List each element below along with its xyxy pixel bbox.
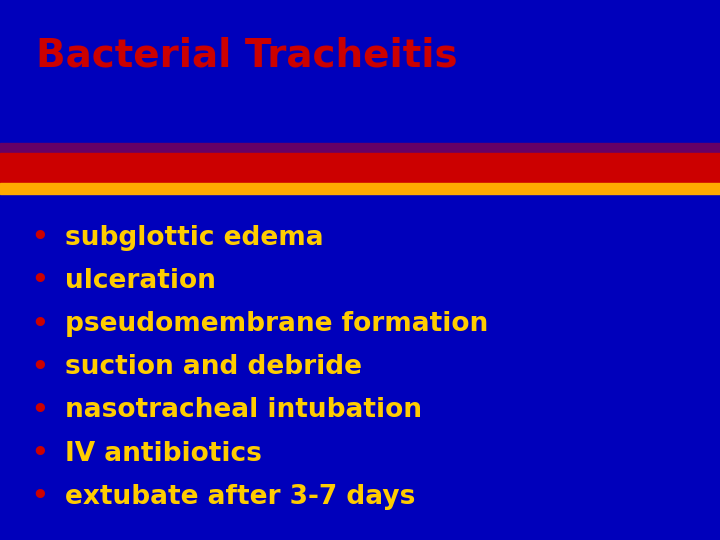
Bar xyxy=(0,183,720,194)
Text: extubate after 3-7 days: extubate after 3-7 days xyxy=(65,484,415,510)
Bar xyxy=(0,153,720,183)
Text: •: • xyxy=(30,352,49,383)
Text: Bacterial Tracheitis: Bacterial Tracheitis xyxy=(36,36,458,75)
Text: IV antibiotics: IV antibiotics xyxy=(65,441,261,467)
Text: •: • xyxy=(30,395,49,426)
Text: nasotracheal intubation: nasotracheal intubation xyxy=(65,397,422,423)
Text: suction and debride: suction and debride xyxy=(65,354,362,380)
Bar xyxy=(0,143,720,153)
Text: subglottic edema: subglottic edema xyxy=(65,225,323,251)
Text: •: • xyxy=(30,308,49,340)
Text: pseudomembrane formation: pseudomembrane formation xyxy=(65,311,488,337)
Text: ulceration: ulceration xyxy=(65,268,216,294)
Text: •: • xyxy=(30,481,49,512)
Text: •: • xyxy=(30,222,49,253)
Text: •: • xyxy=(30,438,49,469)
Text: •: • xyxy=(30,265,49,296)
